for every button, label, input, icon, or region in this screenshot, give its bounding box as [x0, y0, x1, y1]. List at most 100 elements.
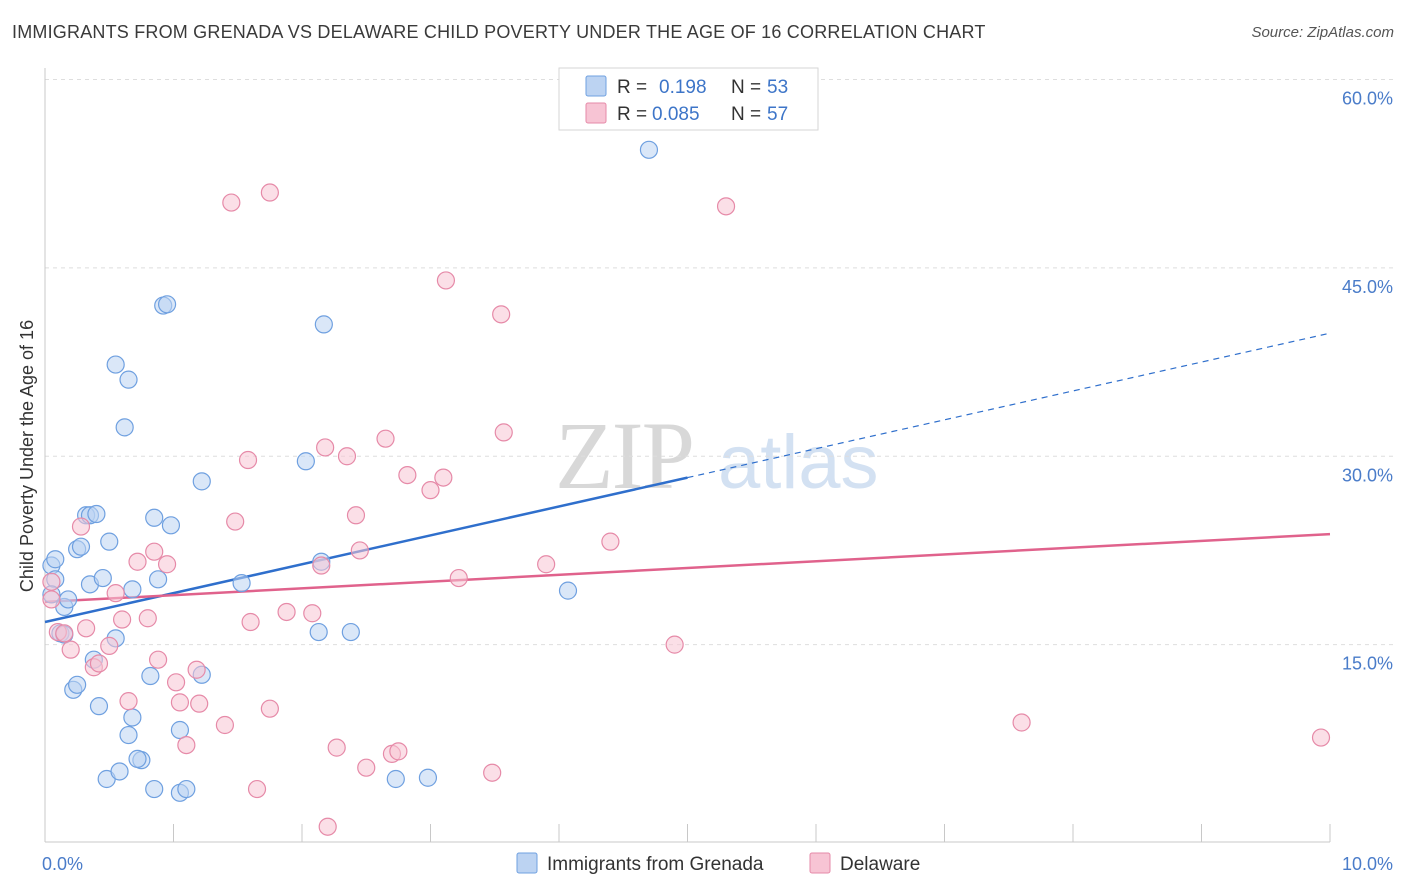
axes	[44, 68, 1331, 843]
point-delaware-15	[145, 542, 164, 561]
point-delaware-6	[77, 619, 96, 638]
point-delaware-13	[128, 552, 147, 571]
point-delaware-43	[389, 742, 408, 761]
point-delaware-53	[601, 532, 620, 551]
point-delaware-51	[494, 423, 513, 442]
point-grenada-51	[558, 581, 578, 600]
point-grenada-18	[89, 697, 109, 716]
point-delaware-30	[260, 699, 279, 718]
bottom-legend-label-grenada: Immigrants from Grenada	[547, 854, 764, 875]
point-delaware-48	[449, 568, 468, 588]
point-delaware-37	[337, 447, 357, 466]
point-delaware-33	[312, 556, 331, 575]
point-grenada-12	[87, 504, 106, 524]
point-delaware-44	[398, 465, 417, 485]
point-grenada-47	[309, 622, 328, 642]
point-delaware-49	[483, 763, 502, 782]
point-grenada-23	[123, 708, 142, 727]
y-axis-label: Child Poverty Under the Age of 16	[17, 320, 37, 592]
legend-n-value-grenada: 53	[767, 77, 788, 98]
point-delaware-41	[376, 429, 395, 448]
legend-swatch-grenada	[585, 75, 607, 97]
legend-r-value-grenada: 0.198	[659, 77, 707, 98]
point-grenada-26	[128, 749, 147, 769]
point-delaware-14	[138, 609, 157, 628]
point-grenada-34	[145, 508, 164, 527]
legend: R = 0.198 N = 53 R = 0.085 N = 57	[558, 67, 819, 131]
point-grenada-31	[141, 666, 160, 686]
point-delaware-45	[421, 481, 440, 500]
point-grenada-9	[71, 537, 91, 556]
point-delaware-46	[434, 468, 453, 487]
point-delaware-3	[55, 624, 74, 643]
point-delaware-31	[277, 602, 296, 622]
point-delaware-20	[177, 735, 196, 755]
point-delaware-47	[436, 271, 456, 290]
point-grenada-29	[177, 779, 196, 799]
legend-r-value-delaware: 0.085	[652, 104, 700, 125]
point-grenada-49	[386, 769, 405, 789]
watermark: ZIP atlas	[555, 402, 879, 509]
bottom-legend: Immigrants from Grenada Delaware	[516, 852, 920, 875]
legend-n-value-delaware: 57	[767, 104, 788, 125]
point-delaware-16	[148, 650, 168, 669]
point-delaware-34	[316, 438, 335, 457]
x-tick-label-1: 10.0%	[1342, 854, 1393, 874]
legend-swatch-delaware	[585, 102, 607, 124]
y-tick-label-1: 30.0%	[1342, 465, 1393, 485]
point-grenada-40	[157, 295, 177, 314]
y-tick-label-0: 15.0%	[1342, 654, 1393, 674]
point-grenada-30	[170, 720, 190, 740]
point-grenada-5	[59, 590, 78, 609]
grid	[45, 79, 1395, 646]
point-grenada-37	[192, 472, 211, 491]
point-delaware-5	[71, 517, 91, 536]
point-delaware-38	[346, 506, 366, 525]
chart-source: Source: ZipAtlas.com	[1251, 24, 1394, 41]
tick-labels: 15.0% 30.0% 45.0% 60.0% 0.0% 10.0%	[42, 89, 1393, 875]
legend-n-label-delaware: N =	[731, 104, 761, 125]
point-grenada-38	[232, 573, 251, 593]
point-grenada-33	[123, 580, 142, 599]
point-grenada-44	[296, 452, 315, 471]
point-grenada-24	[119, 725, 138, 745]
point-delaware-0	[42, 572, 61, 591]
point-delaware-39	[350, 541, 369, 560]
point-delaware-32	[303, 604, 322, 623]
point-grenada-32	[148, 570, 168, 589]
point-grenada-42	[119, 370, 138, 389]
point-delaware-1	[42, 590, 61, 609]
data-points	[42, 140, 1331, 836]
point-grenada-50	[418, 768, 438, 787]
point-delaware-40	[357, 758, 376, 777]
point-delaware-18	[166, 673, 186, 692]
point-grenada-20	[68, 675, 87, 694]
bottom-legend-label-delaware: Delaware	[840, 854, 920, 875]
point-grenada-27	[145, 779, 164, 799]
point-grenada-15	[100, 532, 119, 551]
x-tick-label-0: 0.0%	[42, 854, 83, 874]
point-grenada-14	[93, 568, 112, 588]
point-delaware-4	[61, 640, 80, 659]
bottom-legend-swatch-delaware	[809, 852, 831, 874]
point-delaware-50	[492, 305, 511, 324]
legend-n-label-grenada: N =	[731, 77, 761, 98]
point-delaware-12	[119, 692, 138, 711]
point-grenada-43	[115, 418, 134, 437]
point-grenada-22	[110, 762, 129, 781]
point-delaware-54	[665, 635, 684, 654]
watermark-atlas: atlas	[718, 420, 879, 505]
point-delaware-11	[112, 610, 132, 629]
point-grenada-1	[46, 550, 65, 569]
point-grenada-35	[161, 516, 181, 535]
bottom-legend-swatch-grenada	[516, 852, 538, 874]
point-delaware-56	[1012, 713, 1031, 732]
point-delaware-52	[537, 555, 556, 574]
point-grenada-52	[639, 140, 659, 159]
point-delaware-19	[170, 693, 190, 712]
point-delaware-35	[318, 817, 337, 836]
point-grenada-48	[341, 622, 360, 642]
point-grenada-41	[106, 355, 125, 374]
point-delaware-8	[89, 654, 109, 673]
